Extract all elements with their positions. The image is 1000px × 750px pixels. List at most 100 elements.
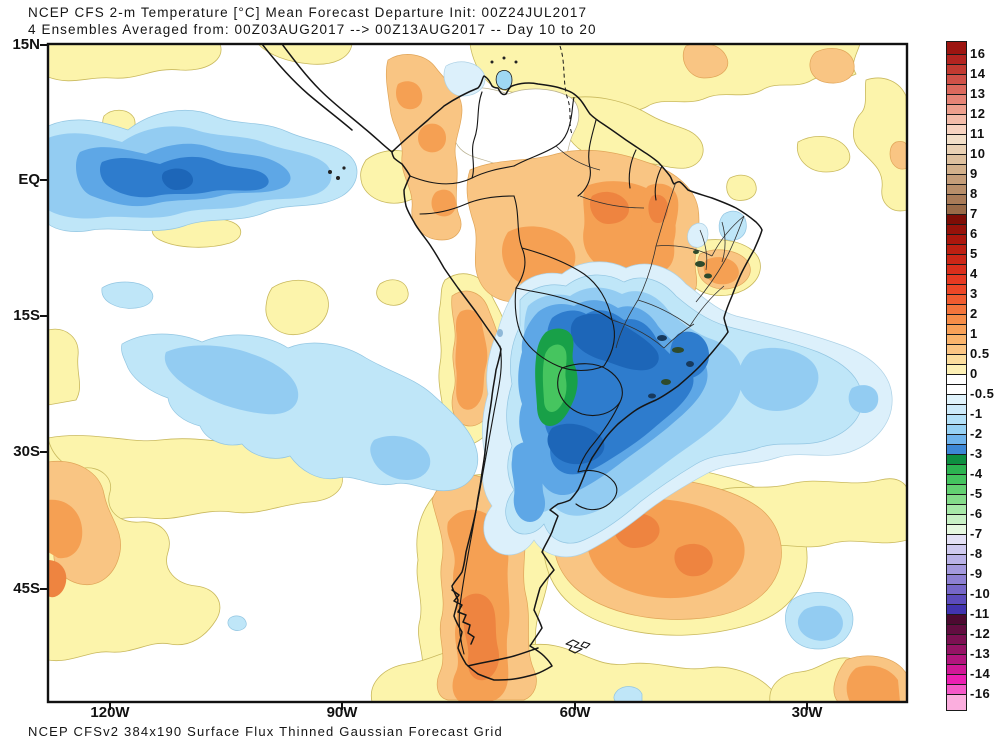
colorbar-label-13: 13 <box>970 86 986 101</box>
colorbar-cell <box>947 595 966 605</box>
lat-label-15s: 15S <box>13 307 40 324</box>
colorbar-label--9: -9 <box>970 566 983 581</box>
colorbar-label-10: 10 <box>970 146 986 161</box>
colorbar-label--8: -8 <box>970 546 983 561</box>
colorbar-cell <box>947 485 966 495</box>
colorbar-cell <box>947 415 966 425</box>
colorbar-cell <box>947 385 966 395</box>
colorbar-cell <box>947 655 966 665</box>
map-title-line2: 4 Ensembles Averaged from: 00Z03AUG2017 … <box>28 22 597 37</box>
colorbar-label-11: 11 <box>970 126 985 141</box>
colorbar-label-0: 0 <box>970 366 978 381</box>
colorbar-cell <box>947 615 966 625</box>
colorbar-cell <box>947 625 966 635</box>
colorbar-label--10: -10 <box>970 586 991 601</box>
lon-label-30w: 30W <box>791 704 823 721</box>
colorbar-label--5: -5 <box>970 486 983 501</box>
colorbar-label-0.5: 0.5 <box>970 346 990 361</box>
colorbar-cell <box>947 105 966 115</box>
colorbar-label-2: 2 <box>970 306 978 321</box>
colorbar-cell <box>947 365 966 375</box>
colorbar-label-16: 16 <box>970 46 986 61</box>
coastline-and-borders <box>261 44 763 681</box>
colorbar-cell <box>947 665 966 675</box>
colorbar-cell <box>947 255 966 265</box>
colorbar-cell <box>947 535 966 545</box>
colorbar-cell <box>947 565 966 575</box>
colorbar-cell <box>947 175 966 185</box>
map-frame <box>46 42 909 704</box>
colorbar-cell <box>947 205 966 215</box>
lake-maracaibo <box>495 70 513 90</box>
colorbar-cell <box>947 115 966 125</box>
colorbar-cell <box>947 165 966 175</box>
colorbar-cell <box>947 215 966 225</box>
lat-label-eq: EQ <box>18 171 40 188</box>
colorbar-cell <box>947 295 966 305</box>
colorbar-label--14: -14 <box>970 666 991 681</box>
colorbar-label--11: -11 <box>970 606 990 621</box>
southeast-pacific-cool-band <box>101 281 478 631</box>
colorbar-label--7: -7 <box>970 526 983 541</box>
colorbar-cell <box>947 185 966 195</box>
chile-fjords <box>451 589 475 645</box>
temperature-colorbar <box>946 41 967 711</box>
colorbar-cell <box>947 505 966 515</box>
colorbar-cell <box>947 515 966 525</box>
colorbar-label-14: 14 <box>970 66 986 81</box>
colorbar-cell <box>947 305 966 315</box>
lon-label-60w: 60W <box>559 704 591 721</box>
colorbar-cell <box>947 675 966 685</box>
colorbar-cell <box>947 195 966 205</box>
colorbar-label--3: -3 <box>970 446 983 461</box>
colorbar-cell <box>947 495 966 505</box>
colorbar-cell <box>947 575 966 585</box>
colorbar-label--0.5: -0.5 <box>970 386 995 401</box>
colorbar-label-4: 4 <box>970 266 978 281</box>
colorbar-label--13: -13 <box>970 646 991 661</box>
colorbar-cell <box>947 375 966 385</box>
colorbar-label--4: -4 <box>970 466 983 481</box>
colorbar-cell <box>947 455 966 465</box>
colorbar-cell <box>947 155 966 165</box>
colorbar-label-6: 6 <box>970 226 978 241</box>
colorbar-cell <box>947 355 966 365</box>
colorbar-cap-top <box>947 42 966 55</box>
colorbar-cell <box>947 85 966 95</box>
colorbar-cell <box>947 135 966 145</box>
axis-ticks <box>40 44 808 710</box>
colorbar-cell <box>947 285 966 295</box>
colorbar-cell <box>947 345 966 355</box>
lat-label-30s: 30S <box>13 443 40 460</box>
equatorial-pacific-cold-anomaly <box>48 109 358 232</box>
colorbar-cell <box>947 635 966 645</box>
colorbar-cell <box>947 265 966 275</box>
colorbar-cell <box>947 585 966 595</box>
colorbar-label--16: -16 <box>970 686 991 701</box>
colorbar-cell <box>947 475 966 485</box>
colorbar-cell <box>947 245 966 255</box>
anomaly-field <box>48 44 907 702</box>
colorbar-cell <box>947 65 966 75</box>
map-title-line1: NCEP CFS 2-m Temperature [°C] Mean Forec… <box>28 5 588 20</box>
colorbar-cell <box>947 235 966 245</box>
colorbar-cell <box>947 225 966 235</box>
colorbar-cell <box>947 605 966 615</box>
central-south-america-cold-anomaly <box>482 261 893 558</box>
colorbar-cell <box>947 645 966 655</box>
central-america-pacific-coast <box>261 44 353 131</box>
south-america-coastline <box>391 75 763 681</box>
colorbar-label--12: -12 <box>970 626 991 641</box>
colorbar-label-8: 8 <box>970 186 978 201</box>
colorbar-label-1: 1 <box>970 326 978 341</box>
colorbar-label-5: 5 <box>970 246 978 261</box>
lat-label-15n: 15N <box>12 36 40 53</box>
colorbar-label-9: 9 <box>970 166 978 181</box>
map-speckles <box>328 56 712 399</box>
colorbar-cell <box>947 335 966 345</box>
colorbar-label-3: 3 <box>970 286 978 301</box>
lon-label-120w: 120W <box>90 704 130 721</box>
colorbar-label--6: -6 <box>970 506 983 521</box>
